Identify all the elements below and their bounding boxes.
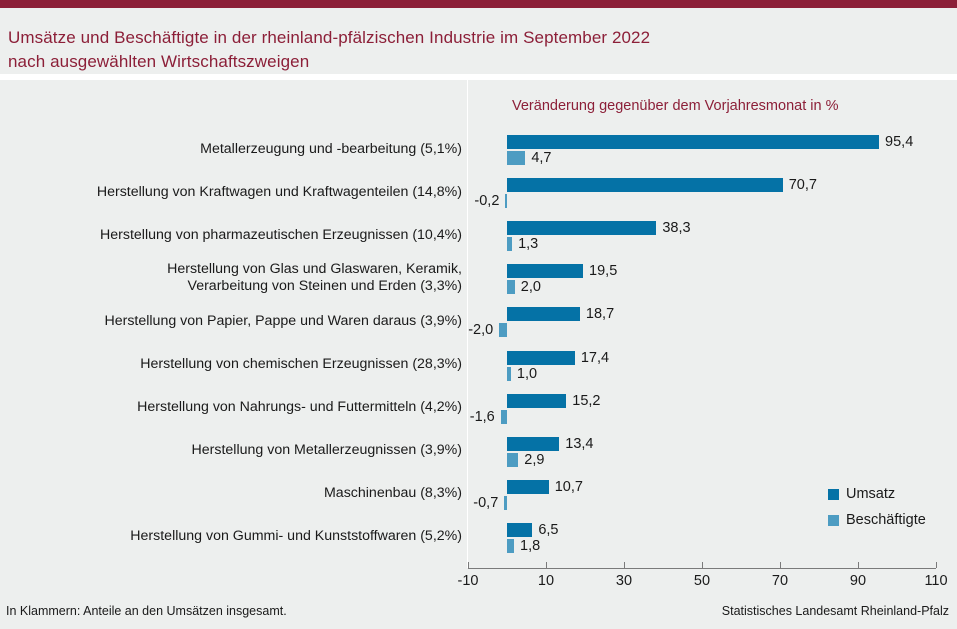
legend-swatch-icon-beschaeftigte xyxy=(828,514,839,526)
bar-beschaeftigte xyxy=(505,194,507,209)
category-label: Herstellung von Gummi- und Kunststoffwar… xyxy=(130,528,462,545)
value-label: 18,7 xyxy=(585,306,615,323)
value-label: 17,4 xyxy=(580,349,610,366)
value-label: -0,7 xyxy=(473,494,499,511)
value-label: -2,0 xyxy=(468,322,494,339)
x-axis-tick-label: 10 xyxy=(537,573,555,589)
chart-panel: Veränderung gegenüber dem Vorjahresmonat… xyxy=(0,80,957,593)
category-label: Herstellung von pharmazeutischen Erzeugn… xyxy=(100,226,462,243)
plot-left-border xyxy=(467,80,468,568)
x-axis-tick-label: 110 xyxy=(924,573,948,589)
bar-beschaeftigte xyxy=(500,409,507,424)
bar-umsatz xyxy=(507,221,657,236)
x-axis-tick-label: 90 xyxy=(849,573,867,589)
bar-umsatz xyxy=(507,178,783,193)
legend-item-beschaeftigte: Beschäftigte xyxy=(828,507,926,533)
x-axis-tick-label: 70 xyxy=(771,573,789,589)
x-axis-tick xyxy=(624,562,625,568)
plot-area: Metallerzeugung und -bearbeitung (5,1%) 9… xyxy=(0,80,957,593)
bar-beschaeftigte xyxy=(507,366,511,381)
bar-umsatz xyxy=(507,307,580,322)
value-label: 1,3 xyxy=(518,236,539,253)
bar-umsatz xyxy=(507,135,880,149)
bar-beschaeftigte xyxy=(507,151,526,165)
footer-source: Statistisches Landesamt Rheinland-Pfalz xyxy=(721,604,949,618)
value-label: 15,2 xyxy=(572,392,601,409)
value-label: 2,0 xyxy=(520,279,541,296)
value-label: 1,0 xyxy=(516,365,538,382)
value-label: 38,3 xyxy=(662,220,691,237)
legend-item-umsatz: Umsatz xyxy=(828,481,926,507)
value-label: 10,7 xyxy=(554,478,583,495)
x-axis-line xyxy=(468,568,936,569)
bar-beschaeftigte xyxy=(504,495,507,510)
category-label: Metallerzeugung und -bearbeitung (5,1%) xyxy=(200,140,462,157)
bar-beschaeftigte xyxy=(507,452,519,467)
bar-umsatz xyxy=(507,436,560,451)
legend-swatch-icon-umsatz xyxy=(828,488,839,500)
x-axis-tick xyxy=(468,562,469,568)
footer-note: In Klammern: Anteile an den Umsätzen ins… xyxy=(6,604,287,618)
value-label: 2,9 xyxy=(524,451,545,468)
x-axis-tick xyxy=(936,562,937,568)
legend-label-umsatz: Umsatz xyxy=(846,486,896,502)
value-label: 70,7 xyxy=(788,177,817,194)
x-axis-tick-label: 50 xyxy=(693,573,711,589)
bar-beschaeftigte xyxy=(499,323,507,338)
bar-beschaeftigte xyxy=(507,237,513,252)
value-label: -1,6 xyxy=(469,408,495,425)
category-label: Herstellung von chemischen Erzeugnissen … xyxy=(140,356,462,372)
bar-beschaeftigte xyxy=(507,280,515,295)
x-axis-tick xyxy=(780,562,781,568)
bar-umsatz xyxy=(507,479,549,494)
bar-umsatz xyxy=(507,393,567,408)
legend-label-beschaeftigte: Beschäftigte xyxy=(846,512,926,528)
category-label: Herstellung von Kraftwagen und Kraftwage… xyxy=(96,183,462,200)
x-axis-tick xyxy=(858,562,859,568)
value-label: 4,7 xyxy=(531,150,552,166)
title-separator xyxy=(0,74,957,80)
category-label: Herstellung von Papier, Pappe und Waren … xyxy=(104,312,462,329)
bar-umsatz xyxy=(507,350,575,365)
value-label: 1,8 xyxy=(520,537,541,554)
category-label: Herstellung von Nahrungs- und Futtermitt… xyxy=(137,399,462,416)
page-title-line-2: nach ausgewählten Wirtschaftszweigen xyxy=(8,52,310,71)
x-axis-tick-label: 30 xyxy=(615,573,633,589)
x-axis-tick xyxy=(702,562,703,568)
value-label: -0,2 xyxy=(474,193,500,210)
chart-subtitle: Veränderung gegenüber dem Vorjahresmonat… xyxy=(512,98,839,114)
chart-legend: Umsatz Beschäftigte xyxy=(828,481,926,533)
bar-beschaeftigte xyxy=(507,538,515,553)
title-block: Umsätze und Beschäftigte in der rheinlan… xyxy=(0,8,957,74)
category-label: Herstellung von Metallerzeugnissen (3,9%… xyxy=(191,442,462,459)
x-axis-tick xyxy=(546,562,547,568)
footer: In Klammern: Anteile an den Umsätzen ins… xyxy=(0,593,957,629)
bar-umsatz xyxy=(507,264,584,279)
value-label: 6,5 xyxy=(538,521,559,538)
category-label: Maschinenbau (8,3%) xyxy=(323,485,462,502)
bar-umsatz xyxy=(507,522,533,537)
top-accent-bar xyxy=(0,0,957,8)
value-label: 95,4 xyxy=(885,134,914,150)
value-label: 19,5 xyxy=(589,263,618,280)
category-label: Herstellung von Glas und Glaswaren, Kera… xyxy=(167,261,462,295)
value-label: 13,4 xyxy=(565,435,594,452)
page-title-line-1: Umsätze und Beschäftigte in der rheinlan… xyxy=(8,28,651,47)
x-axis-tick-label: -10 xyxy=(457,573,479,589)
